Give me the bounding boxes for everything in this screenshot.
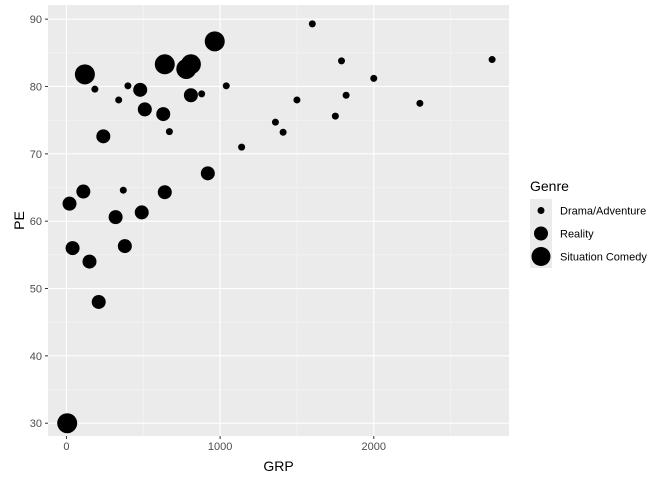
- data-points: [57, 20, 496, 434]
- data-point: [488, 56, 496, 64]
- data-point: [222, 82, 230, 90]
- grid-minor-lines: [48, 5, 509, 436]
- data-point: [342, 91, 350, 99]
- y-tick-label: 30: [30, 418, 42, 430]
- data-point: [133, 82, 148, 97]
- x-axis-ticks: 0 1000 2000: [63, 436, 386, 453]
- data-point: [117, 239, 132, 254]
- data-point: [416, 99, 424, 107]
- data-point: [331, 112, 339, 120]
- data-point: [62, 196, 77, 211]
- data-point: [157, 185, 172, 200]
- data-point: [57, 413, 78, 434]
- data-point: [204, 31, 225, 52]
- data-point: [115, 96, 123, 104]
- data-point: [108, 210, 123, 225]
- x-axis-title: GRP: [263, 458, 293, 474]
- y-tick-label: 70: [30, 149, 42, 161]
- data-point: [74, 64, 95, 85]
- legend-label: Reality: [560, 229, 594, 241]
- y-tick-label: 90: [30, 14, 42, 26]
- data-point: [165, 128, 173, 136]
- data-point: [137, 102, 152, 117]
- data-point: [76, 184, 91, 199]
- data-point: [370, 74, 378, 82]
- data-point: [124, 82, 132, 90]
- data-point: [96, 129, 111, 144]
- data-point: [91, 294, 106, 309]
- legend-key-symbol: [534, 226, 548, 241]
- legend-title: Genre: [530, 178, 569, 194]
- y-tick-label: 40: [30, 351, 42, 363]
- legend-key-symbol: [537, 207, 545, 214]
- x-tick-label: 2000: [362, 441, 386, 453]
- x-tick-label: 1000: [208, 441, 232, 453]
- data-point: [119, 186, 127, 194]
- data-point: [156, 107, 171, 122]
- data-point: [65, 241, 80, 256]
- data-point: [338, 57, 346, 65]
- legend-label: Situation Comedy: [560, 252, 647, 264]
- y-tick-label: 60: [30, 216, 42, 228]
- y-tick-label: 50: [30, 284, 42, 296]
- data-point: [308, 20, 316, 28]
- data-point: [91, 85, 99, 93]
- data-point: [183, 88, 198, 103]
- y-axis-title: PE: [11, 211, 27, 230]
- data-point: [279, 128, 287, 136]
- data-point: [293, 96, 301, 104]
- legend-label: Drama/Adventure: [560, 206, 646, 218]
- y-tick-label: 80: [30, 81, 42, 93]
- data-point: [238, 143, 246, 151]
- legend: Genre Drama/Adventure Reality Situation Co…: [530, 178, 647, 268]
- x-tick-label: 0: [63, 441, 69, 453]
- data-point: [271, 118, 279, 126]
- data-point: [198, 90, 206, 98]
- plot-panel: [48, 5, 509, 436]
- data-point: [82, 254, 97, 269]
- legend-key-symbol: [531, 247, 551, 266]
- legend-items: Drama/Adventure Reality Situation Comedy: [530, 199, 647, 268]
- y-axis-ticks: 30 40 50 60 70 80 90: [30, 14, 48, 430]
- data-point: [134, 205, 149, 220]
- data-point: [154, 54, 175, 75]
- data-point: [180, 54, 201, 75]
- data-point: [200, 166, 215, 181]
